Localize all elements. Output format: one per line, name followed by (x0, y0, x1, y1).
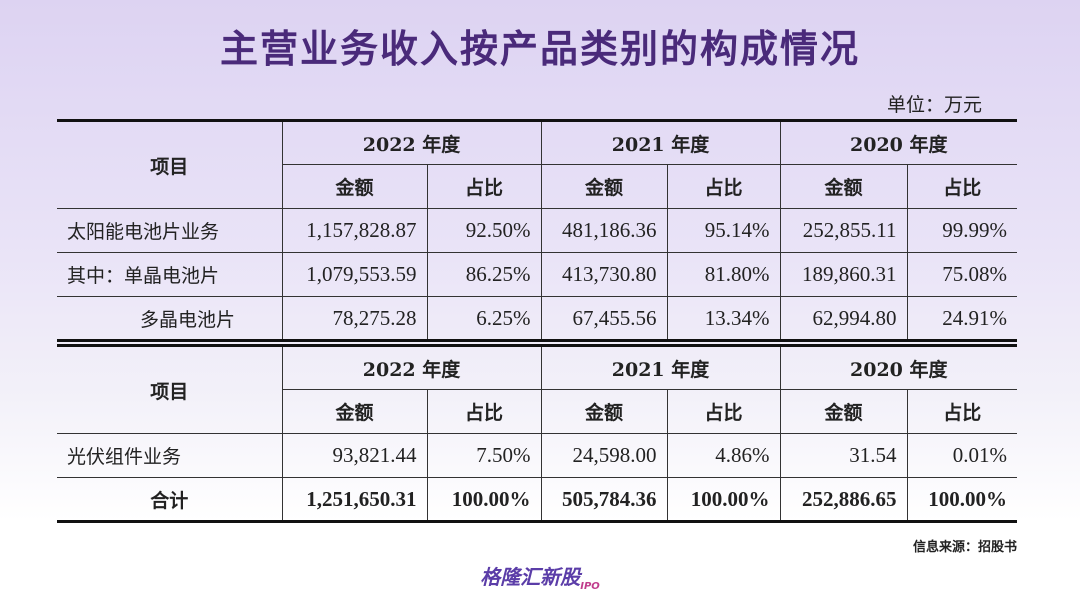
header-share: 占比 (667, 164, 781, 209)
header-year-2021: 2021 年度 (541, 120, 781, 165)
cell-amount: 252,886.65 (780, 477, 908, 522)
header-share: 占比 (427, 164, 542, 209)
header-year-2022: 2022 年度 (282, 345, 542, 390)
table-subheader-row: 金额 占比 金额 占比 金额 占比 (57, 389, 1017, 434)
cell-share: 24.91% (907, 296, 1017, 341)
cell-amount: 24,598.00 (541, 433, 668, 478)
cell-amount: 413,730.80 (541, 252, 668, 297)
cell-share: 0.01% (907, 433, 1017, 478)
cell-amount: 481,186.36 (541, 208, 668, 253)
header-item: 项目 (57, 345, 283, 434)
cell-share: 86.25% (427, 252, 542, 297)
cell-share: 75.08% (907, 252, 1017, 297)
cell-share: 100.00% (427, 477, 542, 522)
cell-share: 95.14% (667, 208, 781, 253)
cell-amount: 62,994.80 (780, 296, 908, 341)
header-amount: 金额 (541, 164, 668, 209)
cell-share: 4.86% (667, 433, 781, 478)
header-amount: 金额 (541, 389, 668, 434)
cell-amount: 1,251,650.31 (282, 477, 428, 522)
cell-share: 92.50% (427, 208, 542, 253)
cell-share: 100.00% (907, 477, 1017, 522)
cell-amount: 93,821.44 (282, 433, 428, 478)
cell-amount: 252,855.11 (780, 208, 908, 253)
table-row: 其中：单晶电池片 1,079,553.59 86.25% 413,730.80 … (57, 252, 1017, 297)
header-amount: 金额 (780, 164, 908, 209)
header-year-2021: 2021 年度 (541, 345, 781, 390)
cell-share: 99.99% (907, 208, 1017, 253)
header-item: 项目 (57, 120, 283, 209)
header-share: 占比 (907, 389, 1017, 434)
cell-share: 100.00% (667, 477, 781, 522)
page-title: 主营业务收入按产品类别的构成情况 (219, 26, 860, 71)
header-year-2020: 2020 年度 (780, 345, 1017, 390)
table-row-total: 合计 1,251,650.31 100.00% 505,784.36 100.0… (57, 477, 1017, 522)
row-label: 太阳能电池片业务 (57, 208, 283, 253)
source-note: 信息来源：招股书 (912, 540, 1017, 555)
cell-amount: 189,860.31 (780, 252, 908, 297)
header-amount: 金额 (282, 164, 428, 209)
header-amount: 金额 (282, 389, 428, 434)
brand-logo: 格隆汇新股IPO (0, 561, 1080, 592)
header-year-2020: 2020 年度 (780, 120, 1017, 165)
revenue-table-modules: 项目 2022 年度 2021 年度 2020 年度 金额 占比 金额 占比 金… (57, 344, 1017, 523)
cell-amount: 78,275.28 (282, 296, 428, 341)
header-amount: 金额 (780, 389, 908, 434)
table-row: 太阳能电池片业务 1,157,828.87 92.50% 481,186.36 … (57, 208, 1017, 253)
row-label-total: 合计 (57, 477, 283, 522)
brand-suffix: IPO (580, 581, 600, 592)
cell-amount: 31.54 (780, 433, 908, 478)
cell-amount: 1,079,553.59 (282, 252, 428, 297)
cell-amount: 67,455.56 (541, 296, 668, 341)
cell-share: 13.34% (667, 296, 781, 341)
cell-share: 7.50% (427, 433, 542, 478)
table-row: 光伏组件业务 93,821.44 7.50% 24,598.00 4.86% 3… (57, 433, 1017, 478)
row-label: 其中：单晶电池片 (57, 252, 283, 297)
revenue-table-solar-cells: 项目 2022 年度 2021 年度 2020 年度 金额 占比 金额 占比 金… (57, 119, 1017, 342)
brand-name: 格隆汇新股 (480, 565, 581, 589)
table-subheader-row: 金额 占比 金额 占比 金额 占比 (57, 164, 1017, 209)
cell-share: 81.80% (667, 252, 781, 297)
header-share: 占比 (907, 164, 1017, 209)
row-label: 多晶电池片 (57, 296, 283, 341)
row-label: 光伏组件业务 (57, 433, 283, 478)
table-row: 多晶电池片 78,275.28 6.25% 67,455.56 13.34% 6… (57, 296, 1017, 341)
cell-amount: 505,784.36 (541, 477, 668, 522)
header-share: 占比 (667, 389, 781, 434)
table-header-row: 项目 2022 年度 2021 年度 2020 年度 (57, 345, 1017, 434)
header-share: 占比 (427, 389, 542, 434)
table-header-row: 项目 2022 年度 2021 年度 2020 年度 (57, 120, 1017, 209)
cell-amount: 1,157,828.87 (282, 208, 428, 253)
header-year-2022: 2022 年度 (282, 120, 542, 165)
cell-share: 6.25% (427, 296, 542, 341)
unit-label: 单位：万元 (886, 94, 982, 116)
